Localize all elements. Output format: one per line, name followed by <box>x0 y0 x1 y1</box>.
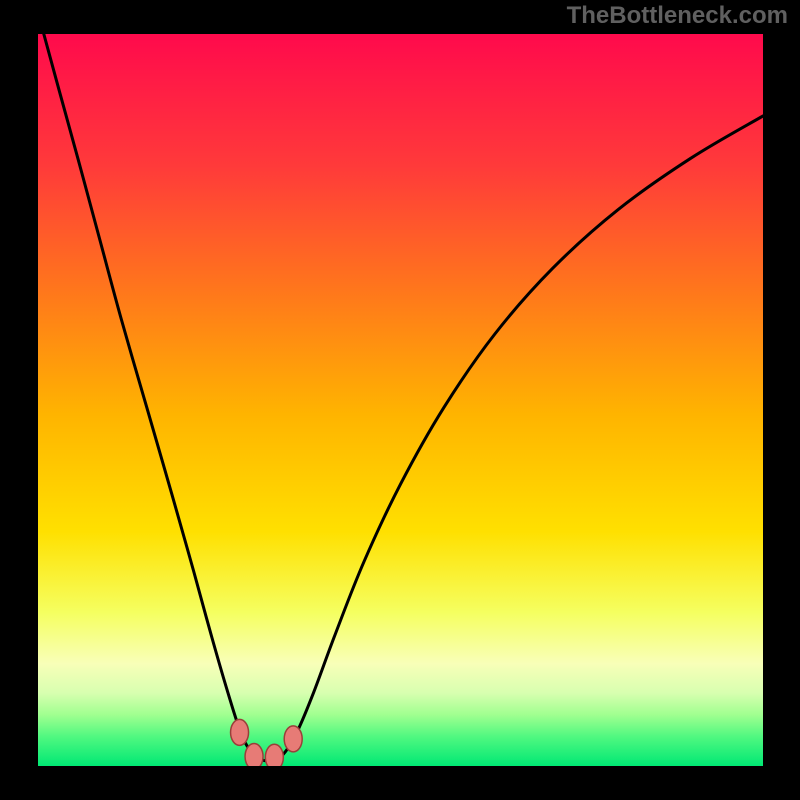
plot-svg <box>38 34 763 766</box>
data-marker-3 <box>284 726 302 752</box>
data-marker-1 <box>245 743 263 766</box>
watermark-text: TheBottleneck.com <box>567 2 788 30</box>
data-marker-2 <box>265 744 283 766</box>
data-marker-0 <box>231 719 249 745</box>
chart-frame: TheBottleneck.com <box>0 0 800 800</box>
plot-area <box>38 34 763 766</box>
